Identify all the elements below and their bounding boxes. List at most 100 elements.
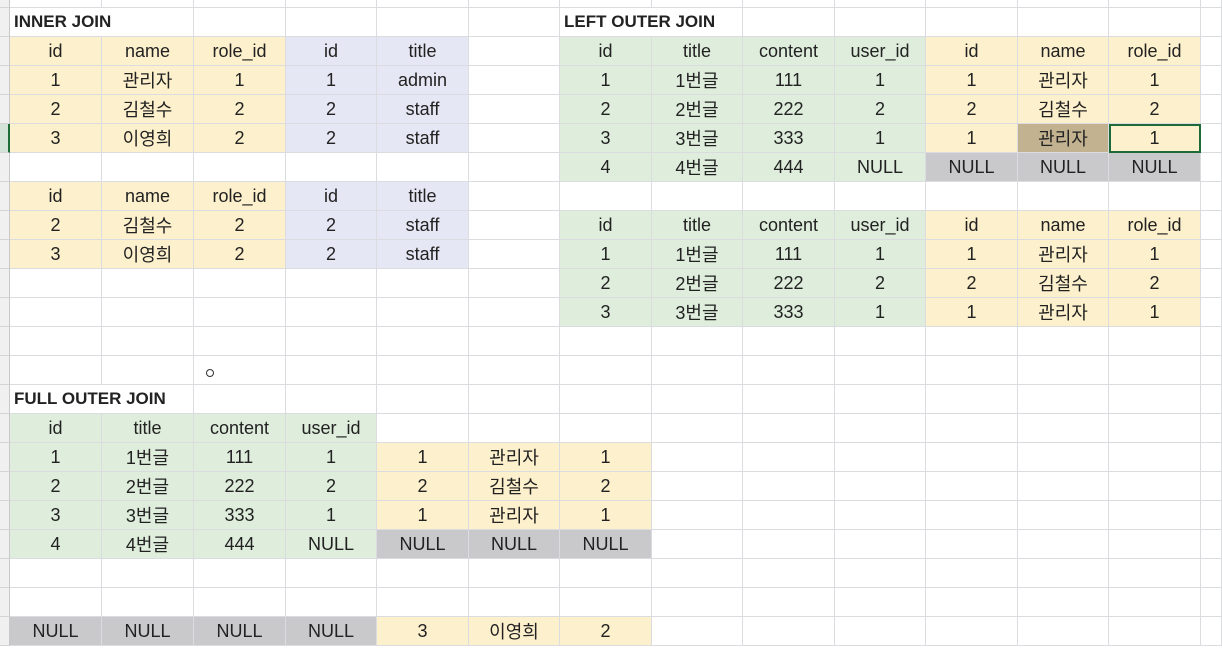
grid-cell[interactable] [835, 385, 926, 414]
grid-cell[interactable] [1109, 501, 1201, 530]
left-join-table-2-cell[interactable]: 1번글 [652, 240, 743, 269]
grid-cell[interactable] [469, 298, 560, 327]
left-join-table-1-cell[interactable]: 1 [1109, 124, 1201, 153]
full-join-table-cell[interactable]: 444 [194, 530, 286, 559]
left-join-table-1-cell[interactable]: 김철수 [1018, 95, 1109, 124]
grid-cell[interactable] [743, 414, 835, 443]
row-header[interactable] [0, 269, 10, 298]
grid-cell[interactable] [1109, 588, 1201, 617]
grid-cell[interactable] [1018, 501, 1109, 530]
grid-cell[interactable] [102, 298, 194, 327]
grid-cell[interactable] [1201, 66, 1222, 95]
grid-cell[interactable] [835, 443, 926, 472]
grid-cell[interactable] [743, 588, 835, 617]
grid-cell[interactable] [10, 327, 102, 356]
full-join-extra-cell[interactable]: NULL [10, 617, 102, 646]
left-join-table-1-header-cell[interactable]: role_id [1109, 37, 1201, 66]
row-header[interactable] [0, 8, 10, 37]
full-join-extra-cell[interactable]: 이영희 [469, 617, 560, 646]
grid-cell[interactable] [102, 327, 194, 356]
grid-cell[interactable] [926, 501, 1018, 530]
grid-cell[interactable] [1201, 472, 1222, 501]
section-title-full-outer-join[interactable]: FULL OUTER JOIN [10, 385, 194, 414]
grid-cell[interactable] [560, 356, 652, 385]
grid-cell[interactable] [1109, 443, 1201, 472]
row-header[interactable] [0, 240, 10, 269]
grid-cell[interactable] [652, 182, 743, 211]
full-join-table-cell[interactable]: 관리자 [469, 501, 560, 530]
left-join-table-1-cell[interactable]: 1번글 [652, 66, 743, 95]
grid-cell[interactable] [377, 414, 469, 443]
grid-cell[interactable] [743, 472, 835, 501]
section-title-left-outer-join[interactable]: LEFT OUTER JOIN [560, 8, 743, 37]
grid-cell[interactable] [377, 269, 469, 298]
grid-cell[interactable] [286, 356, 377, 385]
inner-join-table-1-cell[interactable]: 관리자 [102, 66, 194, 95]
full-join-table-cell[interactable]: 1 [377, 501, 469, 530]
grid-cell[interactable] [102, 153, 194, 182]
left-join-table-2-cell[interactable]: 1 [560, 240, 652, 269]
grid-cell[interactable] [1201, 501, 1222, 530]
full-join-table-cell[interactable]: 111 [194, 443, 286, 472]
inner-join-table-2-cell[interactable]: 2 [194, 240, 286, 269]
grid-cell[interactable] [377, 385, 469, 414]
grid-cell[interactable] [194, 0, 286, 8]
left-join-table-2-cell[interactable]: 1 [835, 240, 926, 269]
row-header[interactable] [0, 530, 10, 559]
inner-join-table-1-cell[interactable]: 2 [286, 124, 377, 153]
grid-cell[interactable] [102, 0, 194, 8]
grid-cell[interactable] [1201, 0, 1222, 8]
inner-join-table-1-header-cell[interactable]: role_id [194, 37, 286, 66]
inner-join-table-1-cell[interactable]: 1 [10, 66, 102, 95]
grid-cell[interactable] [926, 443, 1018, 472]
grid-cell[interactable] [1109, 617, 1201, 646]
left-join-table-1-cell[interactable]: 2 [1109, 95, 1201, 124]
grid-cell[interactable] [652, 559, 743, 588]
left-join-table-1-cell[interactable]: 3 [560, 124, 652, 153]
grid-cell[interactable] [560, 182, 652, 211]
grid-cell[interactable] [469, 124, 560, 153]
grid-cell[interactable] [926, 385, 1018, 414]
grid-cell[interactable] [194, 153, 286, 182]
left-join-table-2-cell[interactable]: 3 [560, 298, 652, 327]
left-join-table-1-cell[interactable]: 222 [743, 95, 835, 124]
row-header[interactable] [0, 559, 10, 588]
inner-join-table-2-cell[interactable]: 2 [10, 211, 102, 240]
grid-cell[interactable] [469, 240, 560, 269]
grid-cell[interactable] [1201, 385, 1222, 414]
inner-join-table-1-cell[interactable]: staff [377, 124, 469, 153]
grid-cell[interactable] [10, 0, 102, 8]
full-join-table-cell[interactable]: 2 [560, 472, 652, 501]
grid-cell[interactable] [743, 8, 835, 37]
grid-cell[interactable] [1201, 182, 1222, 211]
left-join-table-1-cell[interactable]: 1 [926, 66, 1018, 95]
grid-cell[interactable] [377, 0, 469, 8]
full-join-table-cell[interactable]: 1번글 [102, 443, 194, 472]
left-join-table-2-header-cell[interactable]: name [1018, 211, 1109, 240]
full-join-table-cell[interactable]: 333 [194, 501, 286, 530]
left-join-table-1-cell[interactable]: 4 [560, 153, 652, 182]
grid-cell[interactable] [1201, 530, 1222, 559]
grid-cell[interactable] [1109, 385, 1201, 414]
grid-cell[interactable] [469, 0, 560, 8]
grid-cell[interactable] [1109, 530, 1201, 559]
grid-cell[interactable] [835, 472, 926, 501]
grid-cell[interactable] [1018, 356, 1109, 385]
full-join-table-cell[interactable]: NULL [377, 530, 469, 559]
grid-cell[interactable] [926, 327, 1018, 356]
grid-cell[interactable] [743, 182, 835, 211]
grid-cell[interactable] [835, 501, 926, 530]
grid-cell[interactable] [652, 617, 743, 646]
left-join-table-2-cell[interactable]: 2 [926, 269, 1018, 298]
grid-cell[interactable] [652, 385, 743, 414]
left-join-table-1-header-cell[interactable]: user_id [835, 37, 926, 66]
grid-cell[interactable] [1018, 0, 1109, 8]
left-join-table-1-cell[interactable]: NULL [835, 153, 926, 182]
selected-cell[interactable]: 관리자 [1018, 124, 1109, 153]
grid-cell[interactable] [469, 95, 560, 124]
left-join-table-1-header-cell[interactable]: content [743, 37, 835, 66]
grid-cell[interactable] [560, 414, 652, 443]
grid-cell[interactable] [926, 356, 1018, 385]
left-join-table-1-cell[interactable]: 2 [926, 95, 1018, 124]
inner-join-table-2-cell[interactable]: 3 [10, 240, 102, 269]
